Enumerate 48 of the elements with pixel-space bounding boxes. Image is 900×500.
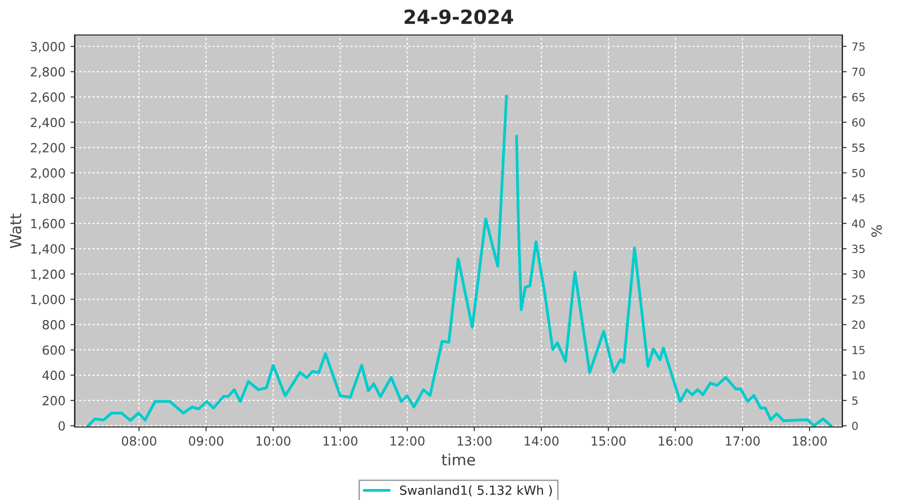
y-tick-label: 2,000 — [30, 168, 65, 180]
chart-title: 24-9-2024 — [404, 9, 514, 24]
y2-tick-label: 5 — [852, 396, 858, 405]
y2-tick-label: 60 — [852, 118, 865, 127]
y-tick-label: 2,600 — [30, 92, 65, 104]
x-tick-label: 17:00 — [726, 436, 760, 446]
y-tick-label: 600 — [42, 345, 65, 355]
x-tick-label: 14:00 — [524, 436, 559, 446]
y-tick-label: 0 — [58, 421, 65, 431]
x-tick-label: 11:00 — [324, 436, 358, 446]
y2-tick-label: 65 — [852, 92, 865, 102]
x-tick-label: 10:00 — [256, 436, 290, 446]
x-axis-title: time — [442, 454, 475, 466]
y-tick-label: 400 — [42, 370, 65, 380]
y2-tick-label: 55 — [852, 144, 865, 152]
y2-tick-label: 40 — [852, 219, 865, 228]
x-tick-label: 09:00 — [188, 436, 224, 446]
y-tick-label: 1,600 — [31, 218, 65, 230]
x-tick-label: 13:00 — [458, 436, 492, 446]
y2-tick-label: 20 — [852, 320, 865, 329]
y-axis-title: Watt — [10, 214, 22, 248]
y2-axis-title: % — [871, 225, 882, 237]
y-tick-label: 1,800 — [31, 194, 65, 204]
y-tick-label: 1,200 — [31, 269, 65, 280]
y2-tick-label: 25 — [852, 295, 865, 304]
y2-tick-label: 30 — [852, 270, 865, 278]
y-tick-label: 2,800 — [30, 67, 65, 78]
y-tick-label: 800 — [42, 320, 65, 330]
y2-tick-label: 50 — [852, 168, 865, 178]
y2-tick-label: 0 — [852, 422, 858, 430]
x-tick-label: 15:00 — [592, 436, 626, 446]
y-tick-label: 1,000 — [31, 294, 65, 306]
y2-tick-label: 70 — [852, 68, 865, 76]
y-tick-label: 200 — [42, 396, 65, 406]
x-tick-label: 12:00 — [390, 436, 424, 446]
x-tick-label: 08:00 — [122, 436, 156, 446]
y2-tick-label: 15 — [852, 346, 865, 354]
y2-tick-label: 45 — [852, 194, 865, 202]
y-tick-label: 3,000 — [30, 42, 65, 53]
x-tick-label: 18:00 — [792, 436, 827, 446]
y2-tick-label: 10 — [852, 371, 865, 380]
x-tick-label: 16:00 — [658, 436, 693, 446]
y2-tick-label: 75 — [852, 42, 865, 51]
y-tick-label: 2,200 — [30, 143, 65, 154]
y-tick-label: 2,400 — [30, 118, 65, 128]
legend-label: Swanland1( 5.132 kWh ) — [400, 485, 552, 496]
y-tick-label: 1,400 — [31, 244, 65, 255]
y2-tick-label: 35 — [852, 244, 865, 254]
